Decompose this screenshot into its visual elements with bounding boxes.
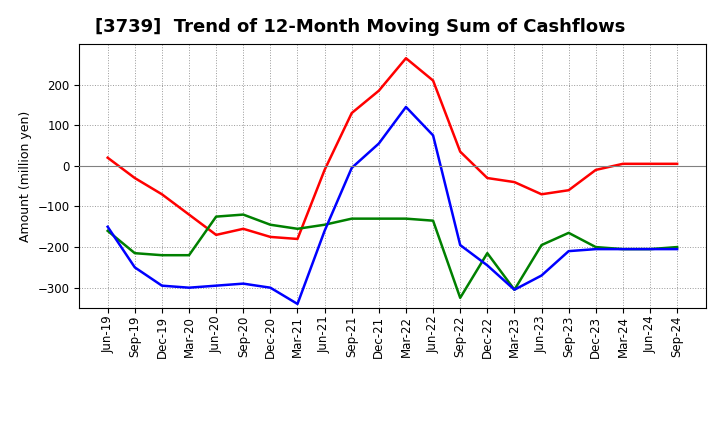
Free Cashflow [672,246,681,252]
Investing Cashflow [158,253,166,258]
Text: [3739]  Trend of 12-Month Moving Sum of Cashflows: [3739] Trend of 12-Month Moving Sum of C… [95,18,625,36]
Investing Cashflow [130,250,139,256]
Investing Cashflow [483,250,492,256]
Investing Cashflow [618,246,627,252]
Operating Cashflow [374,88,383,93]
Operating Cashflow [293,236,302,242]
Operating Cashflow [320,167,329,172]
Free Cashflow [646,246,654,252]
Investing Cashflow [212,214,220,219]
Investing Cashflow [646,246,654,252]
Line: Free Cashflow: Free Cashflow [108,107,677,304]
Line: Operating Cashflow: Operating Cashflow [108,58,677,239]
Free Cashflow [320,228,329,234]
Free Cashflow [510,287,518,292]
Investing Cashflow [320,222,329,227]
Investing Cashflow [591,245,600,250]
Operating Cashflow [483,176,492,181]
Investing Cashflow [402,216,410,221]
Free Cashflow [537,273,546,278]
Investing Cashflow [672,245,681,250]
Free Cashflow [456,242,464,248]
Free Cashflow [402,104,410,110]
Free Cashflow [348,165,356,171]
Free Cashflow [130,265,139,270]
Operating Cashflow [348,110,356,116]
Operating Cashflow [104,155,112,160]
Free Cashflow [158,283,166,288]
Investing Cashflow [104,228,112,234]
Free Cashflow [239,281,248,286]
Free Cashflow [266,285,275,290]
Operating Cashflow [402,55,410,61]
Investing Cashflow [428,218,437,224]
Free Cashflow [374,141,383,146]
Free Cashflow [212,283,220,288]
Operating Cashflow [158,192,166,197]
Operating Cashflow [266,234,275,239]
Operating Cashflow [672,161,681,166]
Free Cashflow [564,249,573,254]
Investing Cashflow [564,230,573,235]
Investing Cashflow [456,295,464,301]
Operating Cashflow [428,78,437,83]
Operating Cashflow [456,149,464,154]
Investing Cashflow [239,212,248,217]
Investing Cashflow [510,287,518,292]
Operating Cashflow [537,192,546,197]
Operating Cashflow [510,180,518,185]
Free Cashflow [591,246,600,252]
Operating Cashflow [212,232,220,238]
Operating Cashflow [591,167,600,172]
Operating Cashflow [185,212,194,217]
Investing Cashflow [185,253,194,258]
Operating Cashflow [618,161,627,166]
Operating Cashflow [646,161,654,166]
Investing Cashflow [537,242,546,248]
Free Cashflow [293,301,302,307]
Y-axis label: Amount (million yen): Amount (million yen) [19,110,32,242]
Investing Cashflow [374,216,383,221]
Operating Cashflow [564,187,573,193]
Line: Investing Cashflow: Investing Cashflow [108,215,677,298]
Free Cashflow [185,285,194,290]
Investing Cashflow [293,226,302,231]
Free Cashflow [483,263,492,268]
Investing Cashflow [266,222,275,227]
Free Cashflow [104,224,112,229]
Operating Cashflow [130,176,139,181]
Investing Cashflow [348,216,356,221]
Free Cashflow [428,133,437,138]
Free Cashflow [618,246,627,252]
Operating Cashflow [239,226,248,231]
